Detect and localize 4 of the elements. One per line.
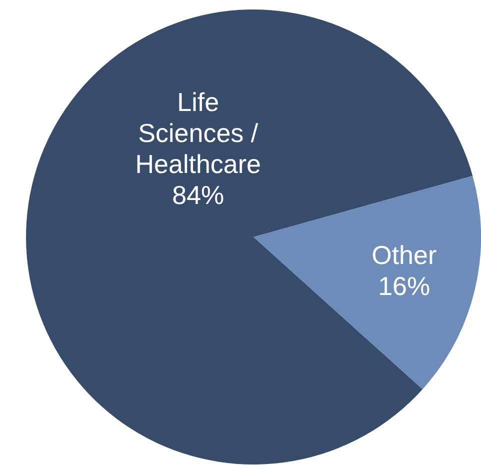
data-label: 84% bbox=[172, 180, 224, 210]
slice-label: Life Sciences / Healthcare bbox=[135, 87, 261, 180]
data-label: 16% bbox=[378, 271, 430, 301]
slice-label: Other bbox=[372, 240, 437, 270]
